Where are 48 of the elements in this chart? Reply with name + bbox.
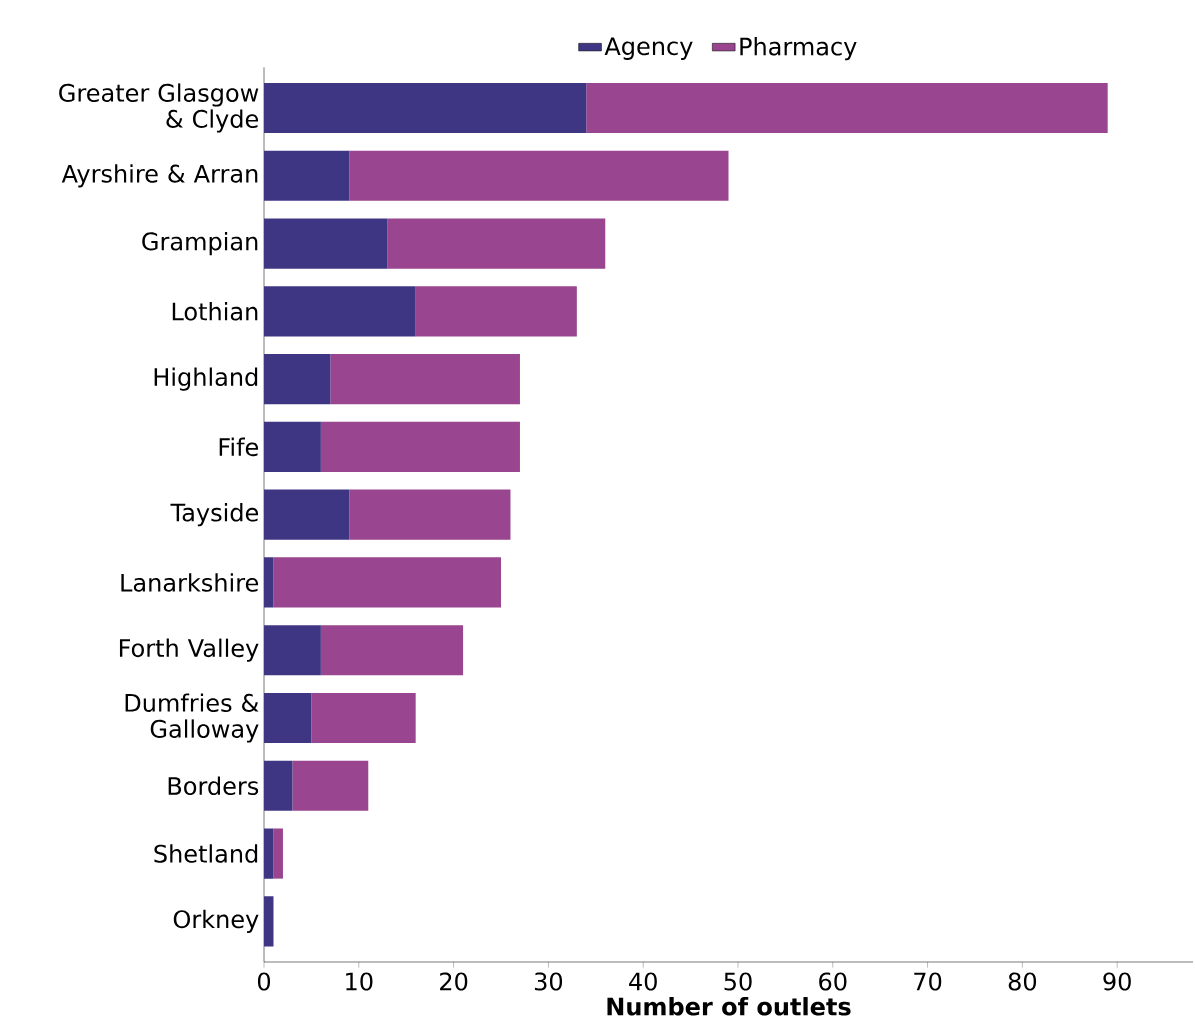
bar — [264, 692, 312, 744]
x-axis-title: Number of outlets — [607, 997, 851, 1016]
x-tick-label: 0 — [257, 972, 271, 991]
y-tick-label: Shetland — [154, 844, 258, 863]
bar — [273, 828, 283, 879]
bar — [387, 218, 606, 269]
x-tick-label: 60 — [819, 972, 847, 991]
y-tick-label: Lanarkshire — [121, 573, 259, 592]
bar — [264, 82, 587, 134]
y-tick-label: Greater Glasgow & Clyde — [59, 83, 259, 133]
y-tick-label: Highland — [154, 367, 258, 391]
bar — [264, 489, 350, 540]
bar — [349, 150, 729, 201]
y-tick-label: Dumfries & Galloway — [125, 693, 259, 743]
y-tick-label: Ayrshire & Arran — [61, 164, 258, 188]
y-tick-label: Forth Valley — [119, 638, 259, 662]
bar — [264, 150, 350, 201]
legend-label: Agency — [604, 37, 693, 60]
legend-label: Pharmacy — [740, 37, 857, 61]
bar — [264, 218, 388, 269]
bar — [264, 760, 293, 811]
bar — [264, 286, 416, 337]
bar — [264, 354, 331, 405]
bar — [415, 286, 577, 337]
y-tick-label: Tayside — [170, 503, 259, 527]
bar — [292, 760, 369, 811]
y-tick-label: Orkney — [173, 909, 259, 933]
x-tick-label: 10 — [346, 972, 373, 991]
x-tick-label: 30 — [534, 972, 563, 991]
x-tick-label: 40 — [629, 972, 657, 991]
bar — [320, 421, 520, 472]
x-tick-label: 50 — [724, 972, 752, 991]
bar — [273, 557, 501, 608]
bar — [586, 82, 1108, 134]
x-tick-label: 70 — [914, 972, 942, 991]
bar — [264, 625, 321, 676]
x-tick-label: 20 — [440, 972, 468, 991]
x-tick-label: 80 — [1008, 972, 1037, 991]
bar — [311, 692, 416, 744]
bar — [264, 421, 321, 472]
y-tick-label: Lothian — [172, 302, 258, 321]
bar — [349, 489, 511, 540]
bar — [330, 354, 520, 405]
x-tick-label: 90 — [1103, 972, 1131, 991]
y-tick-label: Borders — [168, 776, 259, 796]
y-tick-label: Grampian — [142, 231, 258, 256]
y-tick-label: Fife — [219, 437, 259, 457]
bar — [320, 625, 464, 676]
